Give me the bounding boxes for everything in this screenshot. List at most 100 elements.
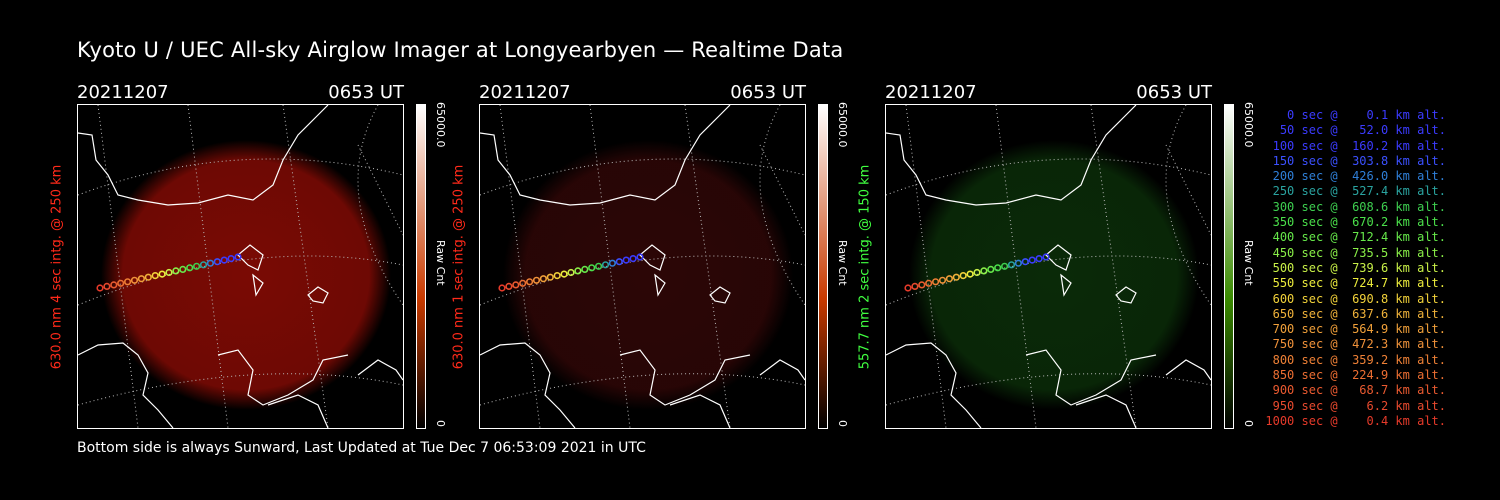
legend-row: 500 sec @ 739.6 km alt. (1265, 260, 1446, 275)
colorbar (818, 104, 828, 429)
legend-row: 700 sec @ 564.9 km alt. (1265, 322, 1446, 337)
track-point (553, 272, 561, 280)
lat-lon-grid (78, 105, 403, 428)
track-point (1000, 262, 1009, 270)
colorbar-unit: Raw Cnt (836, 240, 849, 286)
panel-date: 20211207 (77, 82, 169, 103)
panel-wavelength-label: 630.0 nm 1 sec intg. @ 250 km (451, 164, 467, 370)
track-point (601, 261, 610, 269)
legend-row: 0 sec @ 0.1 km alt. (1265, 108, 1446, 122)
legend-row: 900 sec @ 68.7 km alt. (1265, 383, 1446, 398)
legend-row: 450 sec @ 735.5 km alt. (1265, 245, 1446, 260)
track-point (622, 256, 630, 264)
track-point (110, 281, 118, 289)
allsky-map (885, 104, 1212, 429)
track-point (144, 273, 152, 281)
map-canvas (78, 105, 403, 428)
panel-time: 0653 UT (1136, 82, 1212, 103)
panel-wavelength-label: 557.7 nm 2 sec intg. @ 150 km (857, 164, 873, 370)
track-point (904, 284, 912, 292)
track-point (186, 264, 194, 272)
track-point (213, 258, 221, 266)
imager-panel-1: 20211207 0653 UT 630.0 nm 4 sec intg. @ … (50, 82, 487, 432)
track-point (581, 265, 589, 273)
track-point (234, 253, 242, 261)
legend-row: 250 sec @ 527.4 km alt. (1265, 184, 1446, 199)
panel-time: 0653 UT (730, 82, 806, 103)
colorbar-max: 65000.0 (1242, 102, 1255, 148)
satellite-track (498, 253, 644, 292)
track-point (546, 273, 554, 281)
track-point (1028, 256, 1036, 264)
colorbar (416, 104, 426, 429)
track-point (918, 281, 926, 289)
track-point (532, 276, 541, 284)
colorbar-min: 0 (434, 420, 447, 427)
track-point (505, 282, 513, 290)
track-point (925, 279, 933, 287)
colorbar-unit: Raw Cnt (1242, 240, 1255, 286)
track-point (137, 275, 146, 283)
track-point (519, 279, 527, 287)
lat-lon-grid (480, 105, 805, 428)
track-point (994, 264, 1002, 272)
track-point (117, 279, 125, 287)
track-point (130, 276, 139, 284)
imager-panel-2: 20211207 0653 UT 630.0 nm 1 sec intg. @ … (452, 82, 889, 432)
track-point (629, 255, 637, 263)
map-canvas (480, 105, 805, 428)
legend-row: 800 sec @ 359.2 km alt. (1265, 352, 1446, 367)
track-point (165, 268, 173, 277)
track-point (179, 265, 187, 273)
legend-row: 150 sec @ 303.8 km alt. (1265, 153, 1446, 168)
track-point (123, 278, 132, 286)
track-point (987, 265, 995, 273)
page-title: Kyoto U / UEC All-sky Airglow Imager at … (77, 38, 844, 62)
legend-row: 300 sec @ 608.6 km alt. (1265, 199, 1446, 214)
track-point (206, 259, 214, 267)
track-point (636, 253, 644, 261)
track-point (158, 270, 166, 278)
coastline (886, 105, 1211, 428)
legend-row: 100 sec @ 160.2 km alt. (1265, 138, 1446, 153)
legend-row: 400 sec @ 712.4 km alt. (1265, 230, 1446, 245)
track-point (966, 270, 974, 278)
track-point (498, 284, 506, 292)
track-point (973, 268, 981, 277)
track-point (560, 270, 568, 278)
colorbar-max: 65000.0 (434, 102, 447, 148)
track-point (567, 268, 575, 277)
track-point (220, 256, 228, 264)
airglow-field (101, 140, 391, 410)
track-point (980, 267, 988, 275)
track-point (199, 261, 208, 269)
legend-row: 950 sec @ 6.2 km alt. (1265, 398, 1446, 413)
coastline (78, 105, 403, 428)
map-canvas (886, 105, 1211, 428)
track-point (931, 278, 940, 286)
satellite-track (96, 253, 242, 292)
colorbar (1224, 104, 1234, 429)
track-point (945, 275, 954, 283)
airglow-field (909, 140, 1199, 410)
track-point (1014, 259, 1022, 267)
airglow-field (503, 140, 793, 410)
track-point (525, 278, 534, 286)
track-point (608, 259, 616, 267)
legend-row: 200 sec @ 426.0 km alt. (1265, 169, 1446, 184)
track-point (192, 262, 201, 270)
legend-row: 850 sec @ 224.9 km alt. (1265, 368, 1446, 383)
track-point (1021, 258, 1029, 266)
track-point (227, 255, 235, 263)
track-point (615, 258, 623, 266)
track-point (1007, 261, 1016, 269)
satellite-track (904, 253, 1050, 292)
colorbar-min: 0 (836, 420, 849, 427)
legend-row: 1000 sec @ 0.4 km alt. (1265, 413, 1446, 428)
track-point (103, 282, 111, 290)
coastline (480, 105, 805, 428)
track-point (172, 267, 180, 275)
panel-date: 20211207 (479, 82, 571, 103)
colorbar-min: 0 (1242, 420, 1255, 427)
satellite-track-legend: 0 sec @ 0.1 km alt. 50 sec @ 52.0 km alt… (1262, 108, 1446, 429)
